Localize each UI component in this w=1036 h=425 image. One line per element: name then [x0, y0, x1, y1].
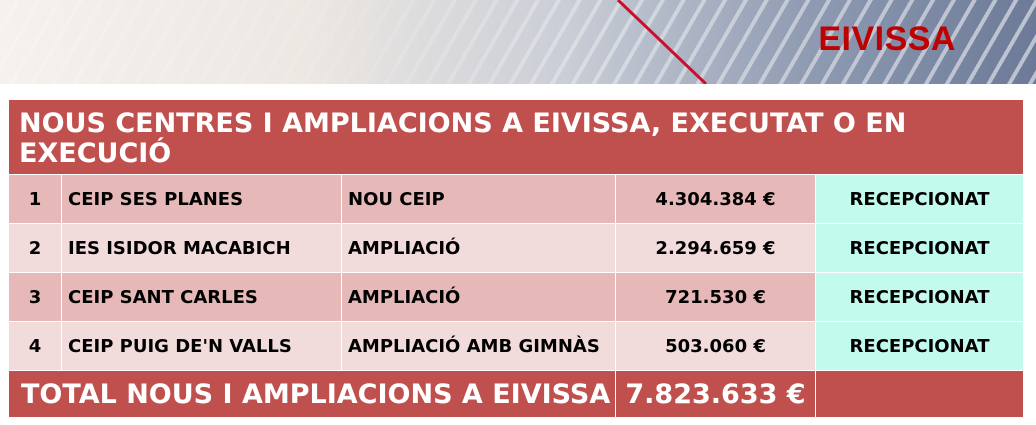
- banner-stripes: [0, 0, 1036, 84]
- centre-name: CEIP SANT CARLES: [61, 272, 342, 322]
- table-title: NOUS CENTRES I AMPLIACIONS A EIVISSA, EX…: [7, 99, 1025, 175]
- table-row: 3 CEIP SANT CARLES AMPLIACIÓ 721.530 € R…: [8, 272, 1025, 322]
- status: RECEPCIONAT: [814, 321, 1025, 371]
- centre-name: CEIP SES PLANES: [61, 174, 342, 224]
- amount: 4.304.384 €: [615, 174, 816, 224]
- total-amount: 7.823.633 €: [615, 370, 816, 418]
- banner-accent-line: [616, 0, 708, 84]
- row-number: 4: [8, 321, 62, 371]
- row-number: 1: [8, 174, 62, 224]
- amount: 721.530 €: [615, 272, 816, 322]
- total-empty-cell: [814, 370, 1025, 418]
- table-row: 1 CEIP SES PLANES NOU CEIP 4.304.384 € R…: [8, 174, 1025, 224]
- total-label: TOTAL NOUS I AMPLIACIONS A EIVISSA: [8, 370, 616, 418]
- amount: 503.060 €: [615, 321, 816, 371]
- project-type: AMPLIACIÓ AMB GIMNÀS: [341, 321, 616, 371]
- project-type: AMPLIACIÓ: [341, 223, 616, 273]
- status: RECEPCIONAT: [814, 223, 1025, 273]
- projects-table: NOUS CENTRES I AMPLIACIONS A EIVISSA, EX…: [7, 99, 1025, 418]
- table-row: 4 CEIP PUIG DE'N VALLS AMPLIACIÓ AMB GIM…: [8, 321, 1025, 371]
- total-row: TOTAL NOUS I AMPLIACIONS A EIVISSA 7.823…: [8, 370, 1025, 418]
- centre-name: CEIP PUIG DE'N VALLS: [61, 321, 342, 371]
- centre-name: IES ISIDOR MACABICH: [61, 223, 342, 273]
- row-number: 2: [8, 223, 62, 273]
- project-type: AMPLIACIÓ: [341, 272, 616, 322]
- status: RECEPCIONAT: [814, 272, 1025, 322]
- table-title-row: NOUS CENTRES I AMPLIACIONS A EIVISSA, EX…: [7, 99, 1025, 175]
- status: RECEPCIONAT: [814, 174, 1025, 224]
- row-number: 3: [8, 272, 62, 322]
- amount: 2.294.659 €: [615, 223, 816, 273]
- region-title: EIVISSA: [818, 20, 956, 58]
- table-row: 2 IES ISIDOR MACABICH AMPLIACIÓ 2.294.65…: [8, 223, 1025, 273]
- header-banner: EIVISSA: [0, 0, 1036, 84]
- project-type: NOU CEIP: [341, 174, 616, 224]
